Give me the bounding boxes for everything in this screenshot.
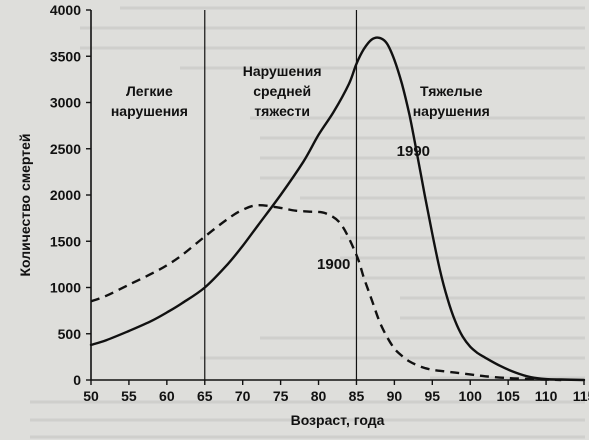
region-label: средней [253, 83, 311, 99]
x-tick-label: 100 [459, 388, 483, 404]
x-tick-label: 115 [573, 388, 589, 404]
x-tick-label: 105 [496, 388, 520, 404]
y-axis-label: Количество смертей [17, 133, 33, 276]
x-tick-label: 70 [235, 388, 251, 404]
region-label: нарушения [413, 103, 490, 119]
x-tick-label: 90 [387, 388, 403, 404]
region-label: Тяжелые [420, 83, 483, 99]
y-tick-label: 2000 [50, 187, 81, 203]
x-tick-label: 50 [83, 388, 99, 404]
y-tick-label: 500 [58, 326, 82, 342]
y-tick-label: 3000 [50, 95, 81, 111]
series-line-1990 [89, 36, 586, 382]
y-tick-label: 3500 [50, 48, 81, 64]
y-tick-label: 4000 [50, 2, 81, 18]
x-tick-label: 85 [349, 388, 365, 404]
y-tick-label: 1000 [50, 280, 81, 296]
y-tick-label: 2500 [50, 141, 81, 157]
series-label-1990: 1990 [397, 143, 430, 160]
x-tick-label: 75 [273, 388, 289, 404]
x-tick-label: 95 [425, 388, 441, 404]
region-label: тяжести [254, 103, 310, 119]
series-label-1900: 1900 [317, 256, 350, 273]
y-tick-label: 1500 [50, 233, 81, 249]
region-label: нарушения [111, 103, 188, 119]
series-line-1900 [90, 203, 562, 382]
x-tick-label: 80 [311, 388, 327, 404]
region-label: Легкие [126, 83, 173, 99]
x-tick-label: 65 [197, 388, 213, 404]
y-tick-label: 0 [73, 372, 81, 388]
x-axis-label: Возраст, года [291, 412, 385, 428]
x-tick-label: 110 [535, 388, 558, 404]
x-tick-label: 60 [159, 388, 175, 404]
region-label: Нарушения [243, 63, 322, 79]
x-tick-label: 55 [121, 388, 137, 404]
